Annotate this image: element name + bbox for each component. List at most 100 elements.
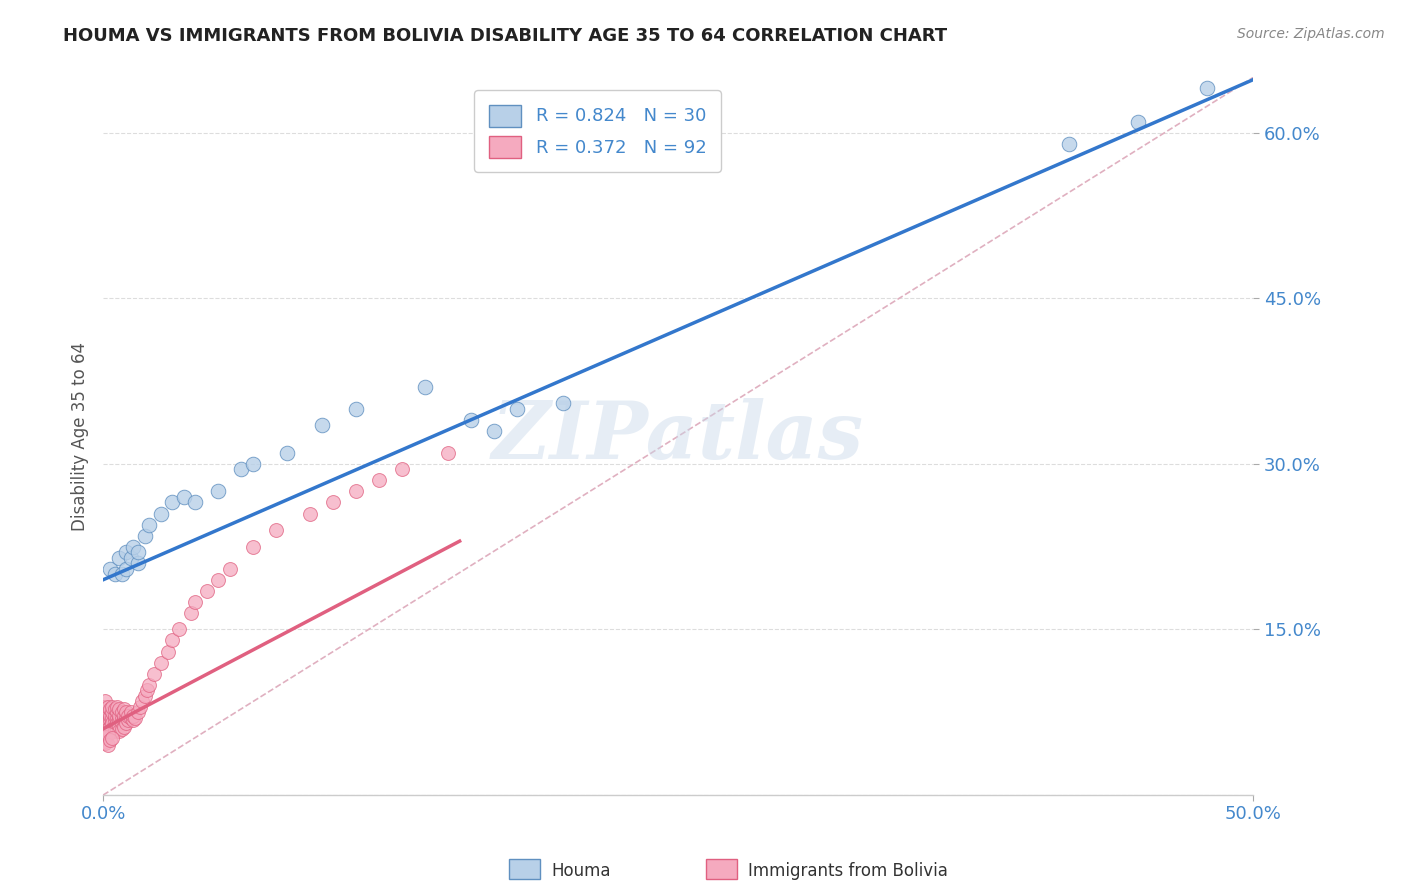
Point xyxy=(115,545,138,559)
Point xyxy=(460,413,482,427)
Point xyxy=(110,567,132,582)
Point xyxy=(117,713,139,727)
Point xyxy=(97,722,120,736)
Point xyxy=(108,720,131,734)
Point xyxy=(112,708,135,723)
Point xyxy=(97,699,120,714)
Point xyxy=(108,702,131,716)
Point xyxy=(112,702,135,716)
Point xyxy=(127,545,149,559)
Point xyxy=(149,507,172,521)
Point xyxy=(98,732,121,747)
Point xyxy=(322,495,344,509)
Point xyxy=(94,694,117,708)
Point xyxy=(98,720,121,734)
Point xyxy=(122,540,145,554)
Point xyxy=(115,705,138,719)
Point xyxy=(207,573,229,587)
Point xyxy=(94,716,117,731)
Point xyxy=(1197,81,1219,95)
Point xyxy=(94,722,117,736)
Point xyxy=(135,683,157,698)
Point xyxy=(101,722,124,736)
Point xyxy=(344,484,367,499)
Point xyxy=(94,711,117,725)
Point xyxy=(108,708,131,723)
Point xyxy=(98,708,121,723)
Text: ZIPatlas: ZIPatlas xyxy=(492,398,865,475)
Point xyxy=(553,396,575,410)
Point xyxy=(218,562,240,576)
Point xyxy=(112,720,135,734)
Point xyxy=(437,446,460,460)
Point xyxy=(1057,136,1080,151)
Point xyxy=(112,713,135,727)
Point xyxy=(104,713,127,727)
Point xyxy=(207,484,229,499)
Point xyxy=(167,623,190,637)
Point xyxy=(110,711,132,725)
Point xyxy=(124,711,146,725)
Text: Houma: Houma xyxy=(551,862,612,880)
Point xyxy=(104,708,127,723)
Point xyxy=(142,666,165,681)
Point xyxy=(391,462,413,476)
Point xyxy=(160,495,183,509)
Y-axis label: Disability Age 35 to 64: Disability Age 35 to 64 xyxy=(72,342,89,531)
Point xyxy=(117,708,139,723)
Point xyxy=(368,474,391,488)
Point xyxy=(91,705,114,719)
Point xyxy=(97,727,120,741)
Point xyxy=(482,424,505,438)
Point xyxy=(94,736,117,750)
Point xyxy=(91,735,114,749)
Point xyxy=(104,724,127,739)
Point xyxy=(91,711,114,725)
Point xyxy=(98,702,121,716)
Point xyxy=(242,540,264,554)
Point xyxy=(299,507,322,521)
Point xyxy=(129,699,152,714)
Point xyxy=(413,379,436,393)
Point xyxy=(138,517,160,532)
Point xyxy=(110,716,132,731)
Point xyxy=(97,711,120,725)
Point xyxy=(108,724,131,739)
Point xyxy=(276,446,298,460)
Point xyxy=(101,705,124,719)
Point xyxy=(264,523,287,537)
Point xyxy=(195,583,218,598)
Point xyxy=(97,716,120,731)
Point xyxy=(105,705,128,719)
Point xyxy=(311,418,333,433)
Point xyxy=(104,720,127,734)
Point xyxy=(184,595,207,609)
Point xyxy=(122,708,145,723)
Point xyxy=(94,730,117,744)
Point xyxy=(180,606,202,620)
Point xyxy=(1126,114,1149,128)
Point xyxy=(101,716,124,731)
Point xyxy=(104,567,127,582)
Point xyxy=(97,739,120,753)
Legend: R = 0.824   N = 30, R = 0.372   N = 92: R = 0.824 N = 30, R = 0.372 N = 92 xyxy=(474,90,721,172)
Point xyxy=(91,731,114,745)
Point xyxy=(101,731,124,745)
Point xyxy=(110,705,132,719)
Point xyxy=(506,401,529,416)
Point xyxy=(115,711,138,725)
Point xyxy=(120,711,142,725)
Point xyxy=(94,699,117,714)
Point xyxy=(134,689,156,703)
Point xyxy=(127,556,149,570)
Point xyxy=(105,699,128,714)
Point xyxy=(91,722,114,736)
Point xyxy=(98,713,121,727)
Point xyxy=(101,699,124,714)
Point xyxy=(231,462,253,476)
Point xyxy=(120,550,142,565)
Point xyxy=(98,724,121,739)
Point xyxy=(108,550,131,565)
Point xyxy=(138,678,160,692)
Point xyxy=(105,716,128,731)
